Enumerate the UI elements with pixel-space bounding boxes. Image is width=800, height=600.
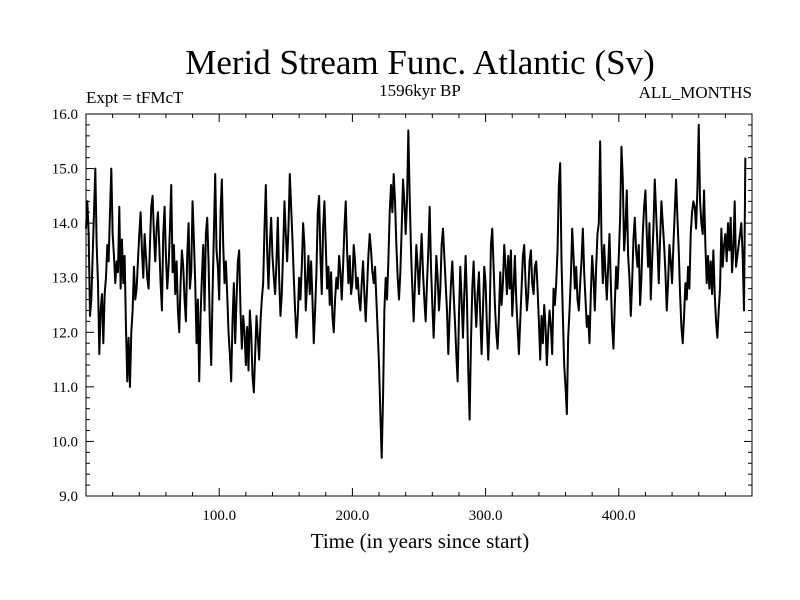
y-tick-label: 12.0 xyxy=(52,325,78,341)
y-tick-label: 14.0 xyxy=(52,216,78,232)
period-label: 1596kyr BP xyxy=(379,81,461,100)
x-axis-label: Time (in years since start) xyxy=(311,529,530,553)
y-axis-ticks: 9.0 10.0 11.0 12.0 13.0 14.0 15.0 16.0 xyxy=(52,107,752,505)
axes xyxy=(85,113,753,497)
y-tick-label: 11.0 xyxy=(52,380,78,396)
x-tick-label: 100.0 xyxy=(202,508,236,524)
x-tick-label: 300.0 xyxy=(469,508,503,524)
y-tick-label: 13.0 xyxy=(52,271,78,287)
chart-title: Merid Stream Func. Atlantic (Sv) xyxy=(185,43,655,82)
y-tick-label: 16.0 xyxy=(52,107,78,123)
x-axis-ticks: 100.0 200.0 300.0 400.0 xyxy=(112,114,726,524)
y-tick-label: 10.0 xyxy=(52,434,78,450)
x-tick-label: 400.0 xyxy=(602,508,636,524)
experiment-label: Expt = tFMcT xyxy=(86,88,184,107)
y-tick-label: 15.0 xyxy=(52,162,78,178)
plot-frame xyxy=(85,113,753,497)
y-tick-label: 9.0 xyxy=(59,489,78,505)
series-layer xyxy=(85,123,747,459)
x-tick-label: 200.0 xyxy=(336,508,370,524)
months-label: ALL_MONTHS xyxy=(639,83,752,102)
series-line-0 xyxy=(85,123,747,459)
